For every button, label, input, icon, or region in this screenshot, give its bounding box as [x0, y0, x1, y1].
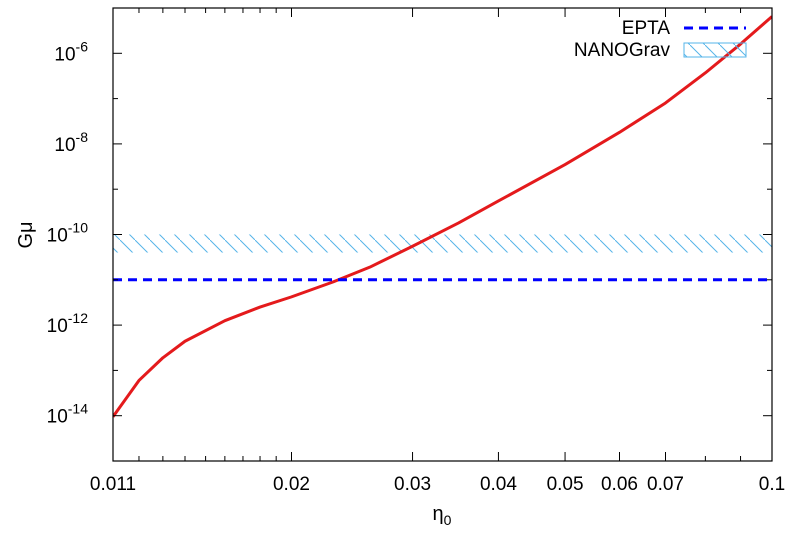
- x-tick-label: 0.06: [601, 474, 638, 495]
- ticks-layer: 0.011 0.02 0.03 0.04 0.05 0.06 0.07 0.1 10-14 10-…: [47, 7, 785, 495]
- x-tick-label: 0.04: [480, 474, 517, 495]
- bands-layer: [113, 234, 772, 253]
- y-tick-label: 10-12: [47, 310, 89, 337]
- x-tick-label: 0.07: [647, 474, 684, 495]
- y-tick-label: 10-14: [47, 401, 89, 428]
- y-tick-label: 10-8: [54, 129, 88, 156]
- x-tick-label: 0.03: [394, 474, 431, 495]
- y-tick-label: 10-6: [54, 38, 88, 65]
- legend-label-epta: EPTA: [622, 18, 671, 39]
- x-tick-label: 0.02: [273, 474, 310, 495]
- x-axis-label-sub: 0: [444, 512, 452, 528]
- x-tick-label: 0.05: [547, 474, 584, 495]
- legend-swatch-nanograv: [683, 42, 747, 58]
- curve-series: [113, 15, 772, 418]
- lines-layer: [113, 15, 772, 418]
- x-axis-label: η0: [433, 503, 452, 528]
- x-tick-label: 0.1: [759, 474, 785, 495]
- nanograv-series: [113, 234, 772, 253]
- y-axis-label: Gμ: [15, 221, 37, 248]
- x-tick-label: 0.011: [90, 474, 136, 495]
- x-axis-label-base: η: [433, 503, 444, 525]
- y-tick-label: 10-10: [47, 220, 89, 247]
- legend-label-nanograv: NANOGrav: [574, 40, 671, 61]
